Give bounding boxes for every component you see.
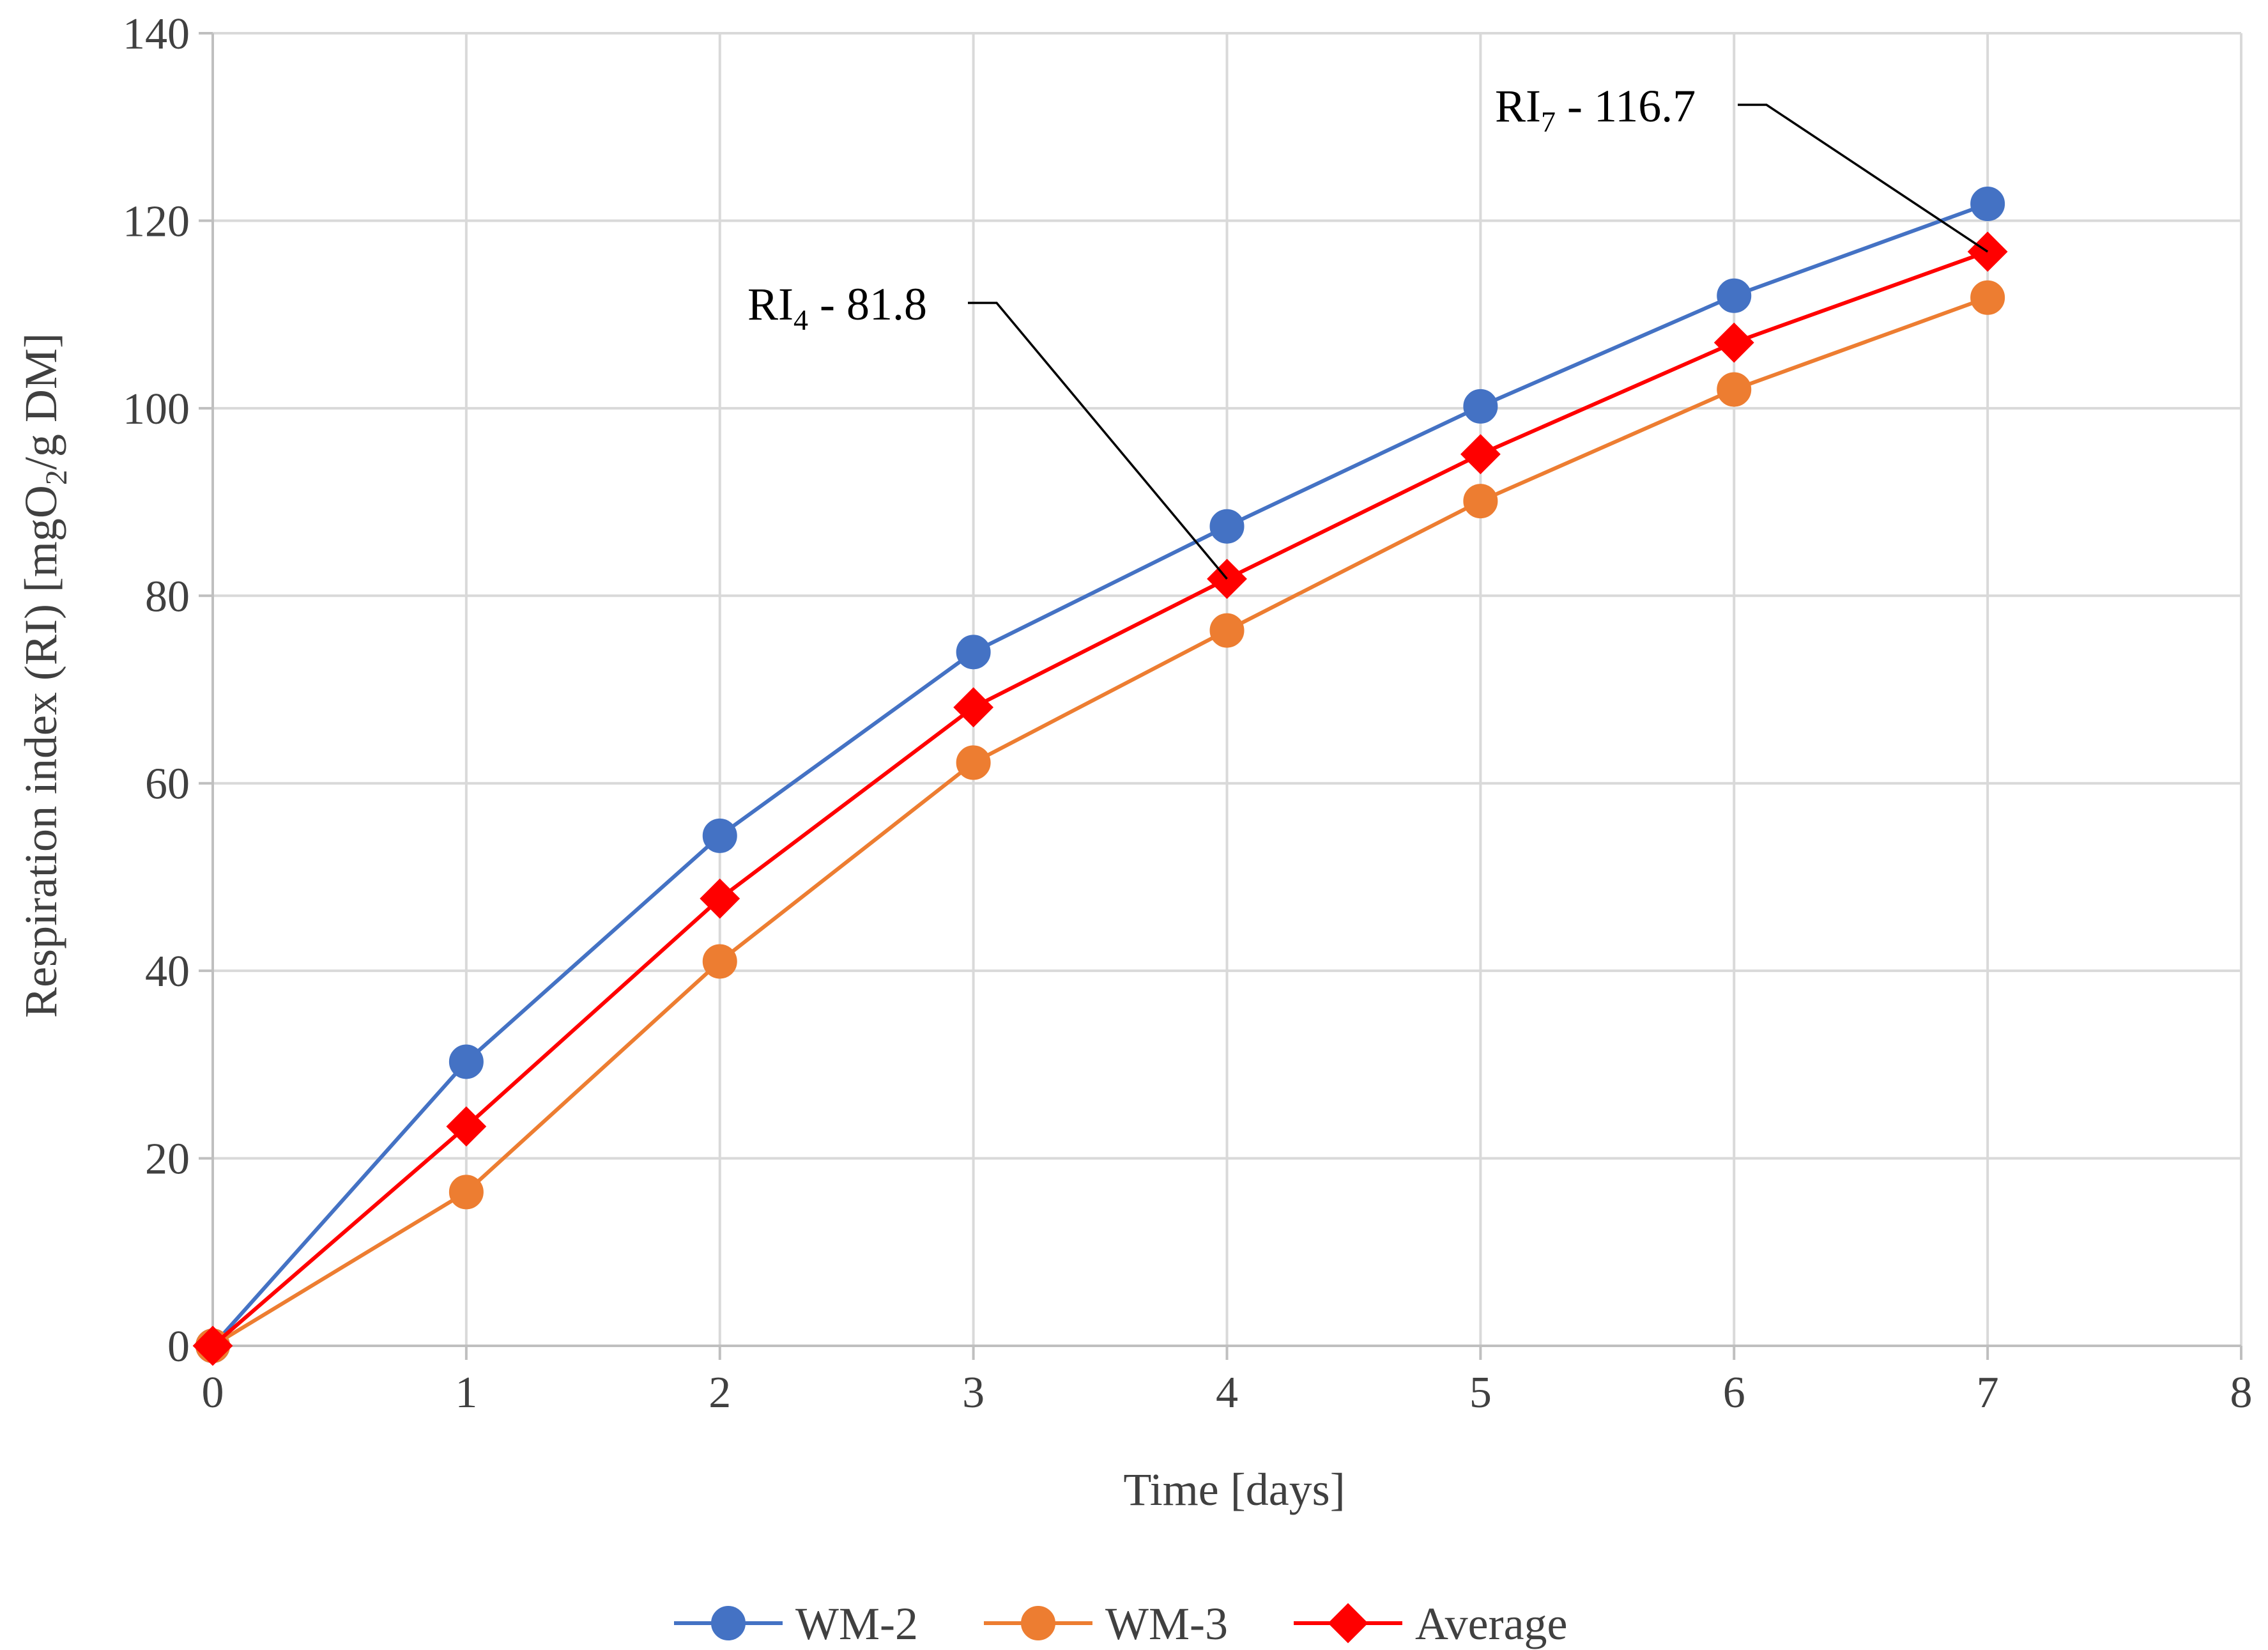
x-axis-title: Time [days] [1123, 1464, 1345, 1515]
data-point-average [953, 687, 994, 728]
data-point-wm-3 [1463, 484, 1498, 519]
data-point-wm-2 [1717, 278, 1752, 313]
x-tick-label: 0 [202, 1368, 224, 1417]
y-tick-label: 0 [167, 1322, 190, 1371]
data-point-wm-3 [956, 745, 991, 780]
legend-label-average: Average [1415, 1598, 1568, 1649]
series-line-wm-3 [211, 295, 1989, 1348]
y-tick-label: 80 [145, 572, 190, 621]
y-tick-label: 60 [145, 760, 190, 809]
x-tick-label: 2 [709, 1368, 731, 1417]
data-point-wm-2 [1463, 389, 1498, 424]
annotation-label-main: RI [1495, 81, 1541, 132]
annotation-leader-line [968, 302, 1228, 580]
data-point-wm-2 [448, 1044, 484, 1079]
annotation-label-value: - 116.7 [1556, 81, 1696, 132]
annotation-label-subscript: 4 [793, 304, 808, 336]
y-axis-title-subscript: 2 [40, 470, 73, 485]
y-tick-label: 100 [123, 385, 190, 434]
annotation-label: RI7 - 116.7 [1495, 81, 1696, 138]
data-point-average [446, 1106, 487, 1147]
legend-marker-average [1328, 1603, 1368, 1644]
legend-item-wm-3: WM-3 [984, 1598, 1228, 1649]
annotation-ri7: RI7 - 116.7 [1495, 81, 1989, 253]
data-point-wm-3 [1717, 372, 1752, 407]
data-point-wm-2 [956, 635, 991, 670]
annotation-label-main: RI [747, 279, 793, 330]
data-series [192, 187, 2008, 1366]
y-tick-label: 40 [145, 947, 190, 996]
series-wm-3 [195, 280, 2005, 1363]
series-line-average [211, 250, 1989, 1348]
x-tick-label: 4 [1216, 1368, 1238, 1417]
data-point-wm-3 [702, 944, 737, 979]
data-point-average [1460, 434, 1501, 475]
data-point-wm-2 [702, 818, 737, 853]
y-axis-title-rest: /g DM] [15, 333, 66, 470]
series-average [192, 231, 2008, 1366]
annotation-leader-line [1738, 104, 1989, 253]
legend-label-wm-2: WM-2 [795, 1598, 918, 1649]
annotation-ri4: RI4 - 81.8 [747, 279, 1228, 580]
x-tick-label: 3 [962, 1368, 985, 1417]
y-axis-title-main: Respiration index (RI) [mgO [15, 485, 66, 1018]
annotation-label: RI4 - 81.8 [747, 279, 927, 336]
grid-lines [213, 32, 2242, 1346]
y-tick-label: 20 [145, 1135, 190, 1184]
legend-item-wm-2: WM-2 [674, 1598, 918, 1649]
x-tick-label: 1 [455, 1368, 477, 1417]
data-point-average [192, 1325, 233, 1366]
axes [199, 32, 2242, 1360]
data-point-wm-3 [1209, 613, 1245, 648]
legend-marker-wm-3 [1021, 1606, 1055, 1640]
series-line-wm-2 [211, 202, 1989, 1347]
x-tick-label: 7 [1977, 1368, 1999, 1417]
tick-labels: 0 20 40 60 80 100 120 140 0 1 2 3 4 5 6 7 8 [123, 10, 2253, 1417]
y-tick-label: 120 [123, 197, 190, 246]
x-tick-label: 6 [1723, 1368, 1745, 1417]
legend-label-wm-3: WM-3 [1105, 1598, 1228, 1649]
data-point-wm-2 [1209, 509, 1245, 544]
legend: WM-2 WM-3 Average [674, 1598, 1568, 1649]
data-point-wm-2 [1970, 187, 2005, 222]
x-tick-label: 8 [2230, 1368, 2253, 1417]
legend-item-average: Average [1294, 1598, 1568, 1649]
annotation-label-value: - 81.8 [808, 279, 927, 330]
data-point-average [1713, 322, 1754, 363]
data-point-wm-3 [448, 1175, 484, 1210]
legend-marker-wm-2 [711, 1606, 746, 1640]
annotation-label-subscript: 7 [1541, 105, 1556, 138]
data-point-average [700, 878, 740, 919]
y-axis-title: Respiration index (RI) [mgO2/g DM] [15, 333, 73, 1018]
x-tick-label: 5 [1469, 1368, 1492, 1417]
data-point-wm-3 [1970, 280, 2005, 315]
y-tick-label: 140 [123, 10, 190, 59]
